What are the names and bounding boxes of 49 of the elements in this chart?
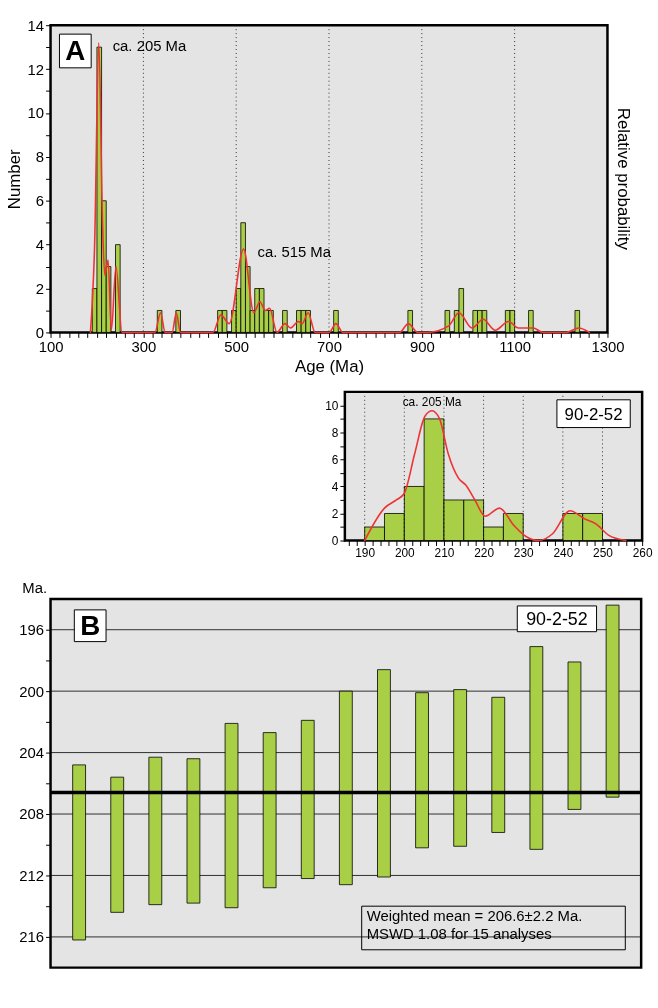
annotation: B — [80, 609, 101, 641]
y-tick-label: 2 — [35, 280, 45, 297]
annotation: ca. 515 Ma — [257, 243, 332, 260]
x-axis-title: Age (Ma) — [294, 356, 365, 376]
y-tick-label: 208 — [19, 806, 45, 823]
y-axis-title: Ma. — [22, 579, 48, 596]
annotation: 90-2-52 — [564, 404, 623, 424]
x-tick-label: 1100 — [499, 338, 532, 355]
y-tick-label: 212 — [19, 867, 45, 884]
x-tick-label: 260 — [632, 545, 653, 560]
y-tick-label: 2 — [331, 506, 339, 521]
line-series — [363, 409, 627, 542]
y-tick-label: 10 — [325, 398, 339, 413]
x-tick-label: 210 — [434, 545, 455, 560]
x-tick-label: 250 — [593, 545, 614, 560]
x-tick-label: 300 — [131, 338, 157, 355]
y-tick-label: 0 — [331, 533, 339, 548]
y-tick-label: 8 — [331, 425, 339, 440]
y-tick-label: 8 — [35, 149, 45, 166]
y-tick-label: 200 — [19, 683, 45, 700]
y-tick-label: 196 — [19, 622, 45, 639]
x-tick-label: 700 — [317, 338, 342, 355]
x-tick-label: 1300 — [591, 338, 625, 355]
y-tick-label: 216 — [19, 929, 45, 946]
x-tick-label: 230 — [513, 545, 535, 560]
y-tick-label: 14 — [27, 17, 45, 34]
x-tick-label: 500 — [224, 338, 250, 355]
y-tick-label: 12 — [27, 61, 45, 78]
y-tick-label: 204 — [19, 745, 45, 762]
x-tick-label: 200 — [394, 545, 416, 560]
y-tick-label: 0 — [35, 324, 45, 341]
y2-axis-title: Relative probability — [614, 107, 634, 251]
annotation: Weighted mean = 206.6±2.2 Ma. MSWD 1.08 for 15 analyses — [366, 908, 583, 942]
y-tick-label: 4 — [331, 479, 339, 494]
x-tick-label: 220 — [474, 545, 495, 560]
x-tick-label: 900 — [409, 338, 435, 355]
annotation: A — [65, 34, 86, 66]
annotation: ca. 205 Ma — [402, 394, 462, 409]
line-series — [89, 41, 591, 334]
x-tick-label: 190 — [355, 545, 376, 560]
y-tick-label: 10 — [27, 105, 45, 122]
x-tick-label: 100 — [38, 338, 64, 355]
y-axis-title: Number — [4, 149, 24, 210]
y-tick-label: 6 — [331, 452, 339, 467]
y-tick-label: 6 — [35, 193, 45, 210]
annotation: ca. 205 Ma — [112, 37, 187, 54]
y-tick-label: 4 — [35, 237, 45, 254]
annotation: 90-2-52 — [526, 608, 588, 629]
x-tick-label: 240 — [553, 545, 574, 560]
